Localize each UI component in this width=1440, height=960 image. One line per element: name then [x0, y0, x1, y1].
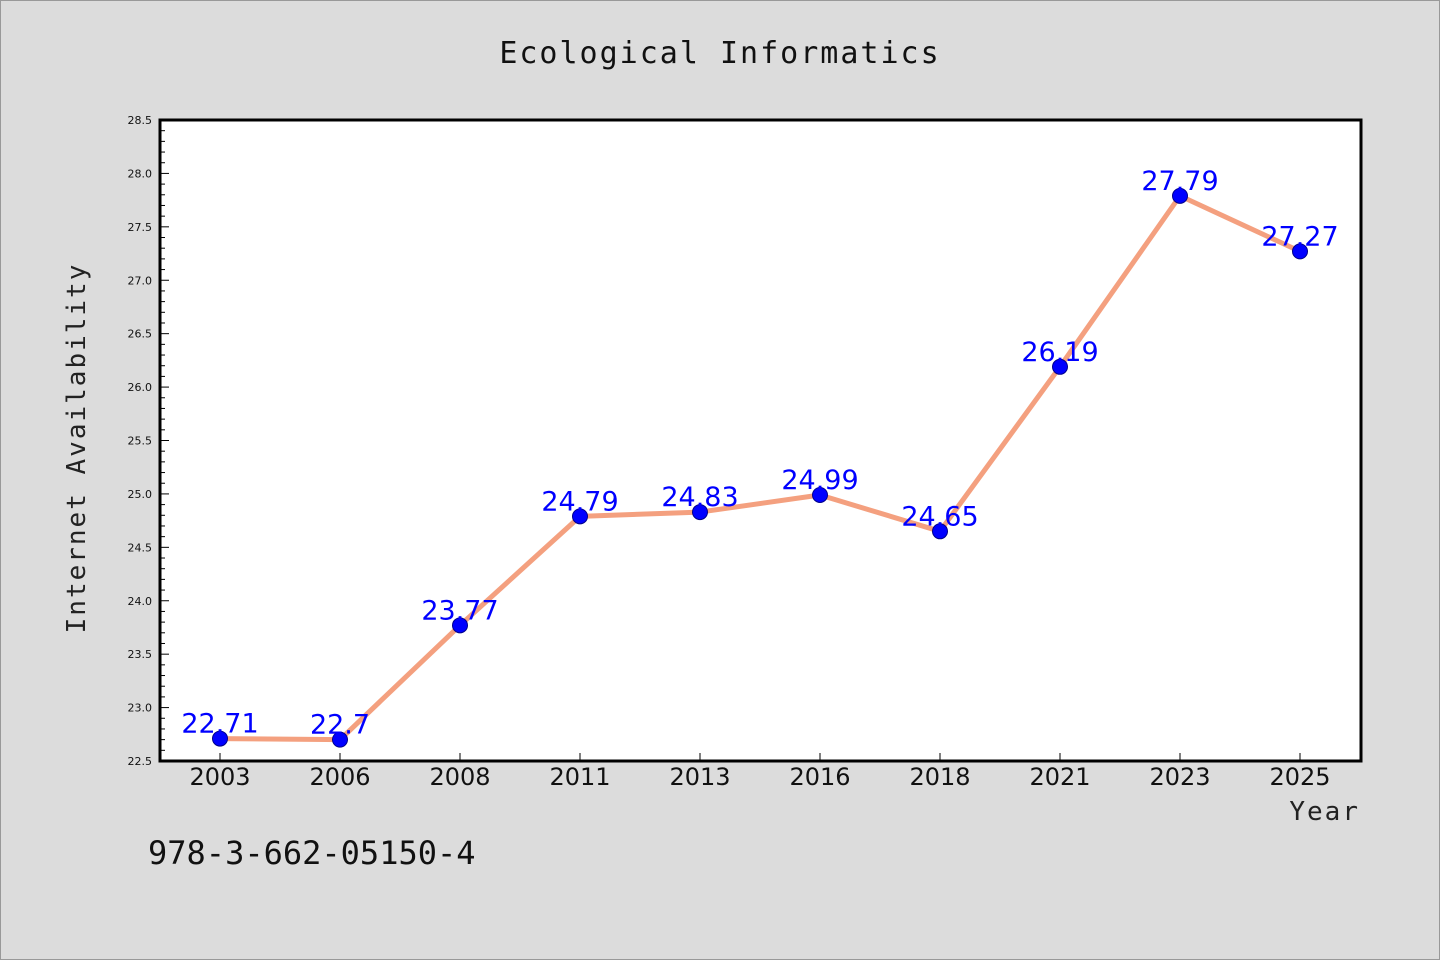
data-label-layer: 22.71 22.7 23.77 24.79 24.83 24.99 24.65 26.19 2…	[181, 166, 1338, 741]
data-point	[332, 731, 348, 748]
x-tick-label: 2006	[309, 763, 370, 791]
series-layer	[212, 187, 1308, 748]
data-point	[932, 523, 948, 540]
data-point	[692, 504, 708, 521]
x-tick-label: 2025	[1269, 763, 1330, 791]
data-label: 27.27	[1261, 221, 1338, 252]
x-tick-label: 2003	[189, 763, 250, 791]
data-point	[452, 617, 468, 634]
x-axis-label: Year	[1289, 797, 1360, 827]
data-label: 22.7	[310, 710, 370, 741]
y-axis-label: Internet Availability	[62, 263, 92, 634]
data-point	[1292, 243, 1308, 260]
y-tick-label: 24.0	[128, 595, 153, 608]
x-tick-label: 2008	[429, 763, 490, 791]
plot-area	[158, 118, 1363, 763]
y-tick-label: 25.0	[128, 488, 153, 501]
data-point	[212, 730, 228, 747]
y-tick-label: 24.5	[128, 541, 153, 554]
data-label: 23.77	[421, 595, 498, 626]
x-tick-label: 2018	[909, 763, 970, 791]
data-label: 22.71	[181, 709, 258, 740]
data-label: 27.79	[1141, 166, 1218, 197]
series-line	[217, 193, 1303, 743]
data-label: 24.65	[901, 501, 978, 532]
y-tick-label: 22.5	[128, 755, 153, 768]
y-tick-label: 27.0	[128, 274, 153, 287]
x-tick-label: 2011	[549, 763, 610, 791]
x-tick-label: 2013	[669, 763, 730, 791]
x-tick-label: 2016	[789, 763, 850, 791]
data-label: 24.79	[541, 486, 618, 517]
footer-code: 978-3-662-05150-4	[148, 834, 476, 872]
data-point	[812, 486, 828, 503]
x-axis: 2003 2006 2008 2011 2013 2016 2018 2021 2023 2025	[189, 753, 1331, 791]
data-point	[572, 508, 588, 525]
y-tick-label: 25.5	[128, 435, 153, 448]
data-label: 24.99	[781, 465, 858, 496]
chart-title: Ecological Informatics	[499, 36, 940, 71]
y-tick-label: 28.5	[128, 114, 153, 127]
y-tick-label: 26.5	[128, 328, 153, 341]
data-label: 24.83	[661, 482, 738, 513]
x-tick-label: 2021	[1029, 763, 1090, 791]
y-tick-label: 23.5	[128, 648, 153, 661]
data-point	[1052, 358, 1068, 375]
y-tick-label: 26.0	[128, 381, 153, 394]
data-point	[1172, 187, 1188, 204]
x-tick-label: 2023	[1149, 763, 1210, 791]
data-label: 26.19	[1021, 337, 1098, 368]
y-tick-label: 28.0	[128, 167, 153, 180]
y-axis: 22.5 23.0 23.5 24.0 24.5 25.0 25.5 26.0 26.5 27.0…	[128, 114, 169, 768]
y-tick-label: 23.0	[128, 702, 153, 715]
y-tick-label: 27.5	[128, 221, 153, 234]
